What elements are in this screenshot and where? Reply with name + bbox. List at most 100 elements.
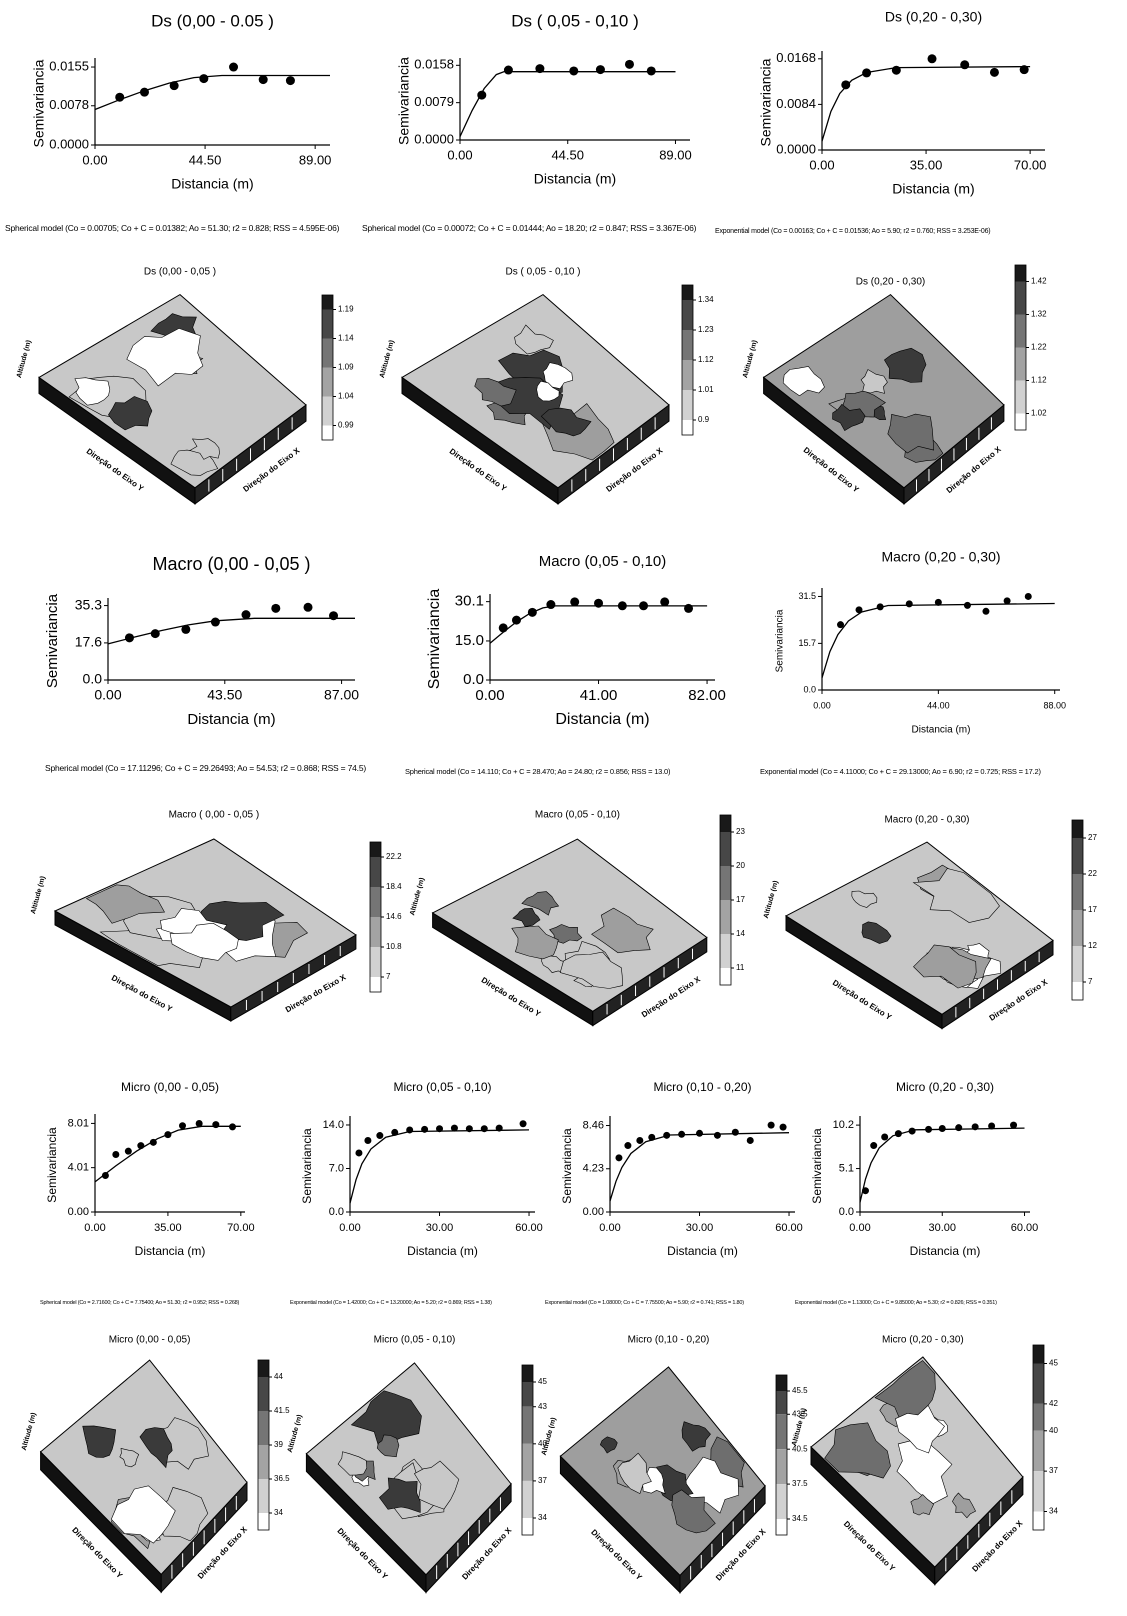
data-point <box>481 1125 488 1132</box>
y-axis-label: Semivariancia <box>810 1128 824 1204</box>
colorbar-tick-label: 7 <box>386 972 391 981</box>
map-z-label: Altitude (m) <box>30 875 47 914</box>
colorbar-tick-label: 17 <box>736 895 745 904</box>
y-tick-label: 0.00 <box>583 1206 604 1218</box>
colorbar-tick-label: 1.34 <box>698 295 714 304</box>
data-point <box>125 633 134 642</box>
colorbar-segment <box>1015 381 1026 414</box>
data-point <box>241 610 250 619</box>
y-tick-label: 0.0 <box>839 1206 854 1218</box>
colorbar-tick-label: 22.2 <box>386 852 402 861</box>
data-point <box>625 60 634 69</box>
y-tick-label: 0.0 <box>329 1206 344 1218</box>
colorbar-segment <box>1015 414 1026 431</box>
model-caption: Exponential model (Co = 0.00163; Co + C … <box>715 228 1045 236</box>
y-tick-label: 15.0 <box>455 632 484 649</box>
data-point <box>768 1122 775 1129</box>
colorbar-segment <box>370 857 381 887</box>
chart-title: Macro (0,00 - 0,05 ) <box>152 554 310 574</box>
x-tick-label: 89.00 <box>299 152 332 167</box>
model-caption: Spherical model (Co = 0.00072; Co + C = … <box>362 224 707 234</box>
colorbar-segment <box>258 1513 269 1530</box>
colorbar-segment <box>682 330 693 360</box>
x-tick-label: 87.00 <box>324 687 359 703</box>
colorbar-segment <box>522 1518 533 1535</box>
x-axis-label: Distancia (m) <box>135 1244 206 1258</box>
y-tick-label: 0.0000 <box>776 141 816 156</box>
colorbar-segment <box>522 1444 533 1481</box>
colorbar-segment <box>322 310 333 339</box>
colorbar-tick-label: 27 <box>1088 833 1097 842</box>
data-point <box>696 1130 703 1137</box>
data-point <box>624 1142 631 1149</box>
data-point <box>862 68 871 77</box>
colorbar-tick-label: 39 <box>274 1440 283 1449</box>
chart-title: Macro (0,20 - 0,30) <box>881 549 1000 565</box>
colorbar-segment <box>1015 348 1026 381</box>
data-point <box>102 1172 109 1179</box>
data-point <box>406 1126 413 1133</box>
y-tick-label: 31.5 <box>798 591 816 601</box>
data-point <box>499 623 508 632</box>
data-point <box>137 1142 144 1149</box>
data-point <box>678 1131 685 1138</box>
data-point <box>647 66 656 75</box>
y-tick-label: 15.7 <box>798 638 816 648</box>
x-tick-label: 60.00 <box>515 1222 543 1234</box>
map-z-label: Altitude (m) <box>16 339 33 378</box>
data-point <box>115 93 124 102</box>
colorbar-tick-label: 14.6 <box>386 912 402 921</box>
data-point <box>504 66 513 75</box>
data-point <box>170 81 179 90</box>
colorbar-tick-label: 11 <box>736 963 745 972</box>
x-axis-label: Distancia (m) <box>892 181 974 197</box>
map-z-label: Altitude (m) <box>379 339 396 378</box>
data-point <box>1020 65 1029 74</box>
data-point <box>906 600 913 607</box>
data-point <box>112 1151 119 1158</box>
colorbar-segment <box>776 1375 787 1391</box>
data-point <box>229 1123 236 1130</box>
y-tick-label: 0.0084 <box>776 96 816 111</box>
x-tick-label: 0.00 <box>849 1222 870 1234</box>
colorbar-segment <box>522 1382 533 1407</box>
map-title: Macro (0,20 - 0,30) <box>884 815 969 826</box>
colorbar-tick-label: 1.23 <box>698 325 714 334</box>
model-caption: Spherical model (Co = 0.00705; Co + C = … <box>5 224 350 234</box>
data-point <box>870 1142 877 1149</box>
x-tick-label: 70.00 <box>227 1222 255 1234</box>
map-title: Macro ( 0,00 - 0,05 ) <box>169 810 260 821</box>
x-tick-label: 60.00 <box>1011 1222 1039 1234</box>
colorbar-tick-label: 1.01 <box>698 385 714 394</box>
model-curve <box>490 606 707 643</box>
colorbar-segment <box>322 397 333 426</box>
colorbar-segment <box>720 900 731 934</box>
colorbar-tick-label: 45 <box>538 1377 547 1386</box>
data-point <box>982 608 989 615</box>
colorbar-tick-label: 1.32 <box>1031 310 1047 319</box>
colorbar-tick-label: 1.19 <box>338 305 354 314</box>
data-point <box>881 1134 888 1141</box>
data-point <box>477 91 486 100</box>
x-tick-label: 0.00 <box>82 152 107 167</box>
x-axis-label: Distancia (m) <box>667 1244 738 1258</box>
colorbar-segment <box>776 1449 787 1484</box>
y-tick-label: 0.0078 <box>49 97 89 112</box>
data-point <box>660 597 669 606</box>
data-point <box>615 1154 622 1161</box>
map-title: Ds (0,20 - 0,30) <box>856 277 925 288</box>
colorbar-tick-label: 36.5 <box>274 1474 290 1483</box>
x-tick-label: 44.50 <box>189 152 222 167</box>
colorbar-tick-label: 1.42 <box>1031 277 1047 286</box>
x-axis-label: Distancia (m) <box>407 1244 478 1258</box>
x-tick-label: 70.00 <box>1014 157 1047 172</box>
y-tick-label: 4.01 <box>68 1162 89 1174</box>
data-point <box>909 1128 916 1135</box>
colorbar-tick-label: 20 <box>736 861 745 870</box>
figure-canvas: Ds (0,00 - 0.05 )0.00000.00780.01550.004… <box>0 0 1127 1616</box>
y-tick-label: 5.1 <box>839 1162 854 1174</box>
x-tick-label: 44.00 <box>927 700 950 710</box>
colorbar-tick-label: 34.5 <box>792 1514 808 1523</box>
x-tick-label: 30.00 <box>686 1222 714 1234</box>
colorbar-segment <box>1072 910 1083 946</box>
